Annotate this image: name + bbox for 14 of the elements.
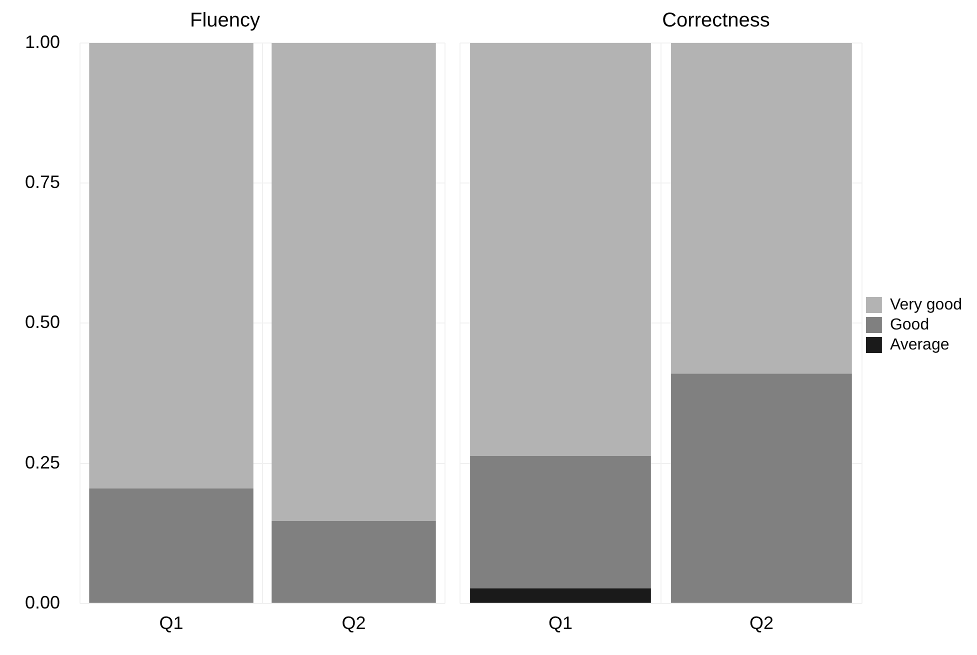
x-tick-label: Q2 (342, 613, 366, 634)
y-tick-label: 0.00 (24, 592, 60, 612)
y-tick-label: 1.00 (24, 32, 60, 52)
legend-label: Very good (890, 296, 962, 314)
y-tick-label: 0.50 (24, 312, 60, 332)
x-tick-label: Q1 (548, 613, 572, 634)
legend-label: Average (890, 336, 950, 354)
y-tick-label: 0.25 (24, 452, 60, 472)
x-tick-label: Q1 (159, 613, 184, 634)
y-tick-label: 0.75 (24, 172, 60, 192)
chart-title: Fluency (190, 10, 260, 32)
x-tick-label: Q2 (749, 613, 774, 634)
chart-title: Correctness (662, 10, 770, 32)
legend-label: Good (890, 316, 930, 334)
